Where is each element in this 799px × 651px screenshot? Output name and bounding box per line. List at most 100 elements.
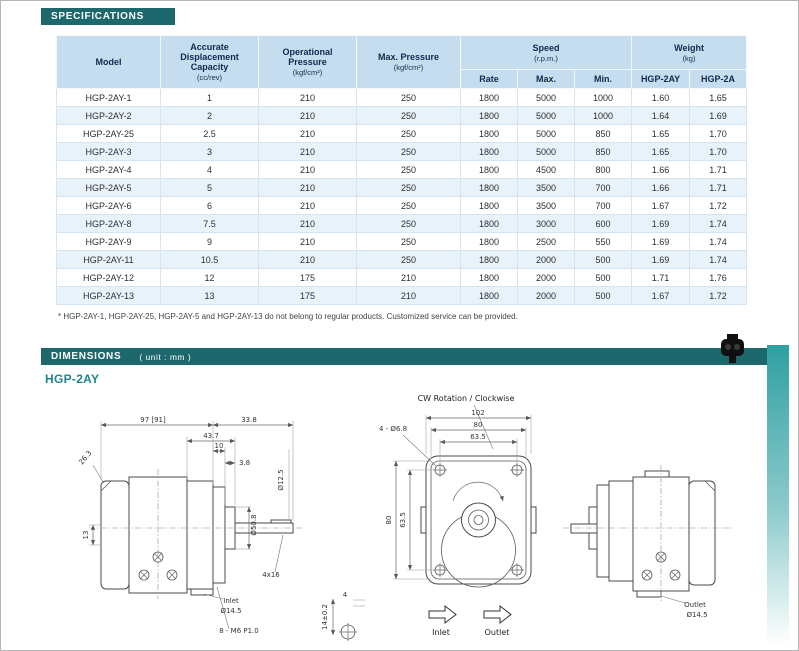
col-header-speed-min: Min.: [573, 69, 633, 89]
value-cell: 500: [573, 250, 633, 269]
value-cell: 700: [573, 178, 633, 197]
value-cell: 1800: [460, 142, 518, 161]
front-view-drawing: CW Rotation / Clockwise: [321, 394, 537, 641]
model-cell: HGP-2AY-12: [56, 268, 161, 287]
value-cell: 250: [356, 88, 461, 107]
value-cell: 175: [258, 286, 357, 305]
col-header-speed-max: Max.: [517, 69, 575, 89]
value-cell: 250: [356, 160, 461, 179]
model-cell: HGP-2AY-4: [56, 160, 161, 179]
table-row: HGP-2AY-8 7.5 210 250 1800 3000 600 1.69 1.74: [56, 214, 748, 233]
value-cell: 210: [258, 142, 357, 161]
value-cell: 1.67: [631, 286, 691, 305]
col-header-weight-hgp2a: HGP-2A: [689, 69, 748, 89]
dim-13-label: 13: [82, 531, 90, 540]
value-cell: 1800: [460, 196, 518, 215]
value-cell: 10.5: [160, 250, 259, 269]
outlet-label: Outlet: [684, 601, 706, 609]
side-view-drawing: 97 [91] 33.8 43.7 10 3.8 26.3 13 Ø12.5 Ø…: [77, 416, 303, 635]
dimensions-banner: DIMENSIONS ( unit : mm ): [41, 348, 770, 365]
value-cell: 5000: [517, 88, 575, 107]
inlet-diameter-label: Ø14.5: [220, 607, 241, 615]
value-cell: 500: [573, 286, 633, 305]
table-row: HGP-2AY-12 12 175 210 1800 2000 500 1.71 1.76: [56, 268, 748, 287]
model-cell: HGP-2AY-5: [56, 178, 161, 197]
dim-14-label: 14±0.2: [321, 604, 329, 630]
header-unit: (kgf/cm²): [292, 68, 323, 77]
dim-63-5-left-label: 63.5: [399, 512, 407, 528]
shaft-diameter-label: Ø12.5: [277, 469, 285, 490]
value-cell: 1.71: [689, 178, 748, 197]
value-cell: 210: [258, 232, 357, 251]
value-cell: 2500: [517, 232, 575, 251]
value-cell: 1800: [460, 106, 518, 125]
value-cell: 12: [160, 268, 259, 287]
value-cell: 210: [258, 196, 357, 215]
dim-4-label: 4: [343, 591, 348, 599]
value-cell: 5000: [517, 124, 575, 143]
model-cell: HGP-2AY-9: [56, 232, 161, 251]
value-cell: 210: [356, 268, 461, 287]
col-header-weight: Weight (kg): [631, 35, 748, 70]
value-cell: 850: [573, 124, 633, 143]
value-cell: 1.76: [689, 268, 748, 287]
dim-63-5-top-label: 63.5: [470, 433, 486, 441]
value-cell: 1.74: [689, 214, 748, 233]
value-cell: 5: [160, 178, 259, 197]
bolt-marker: [641, 551, 681, 581]
value-cell: 1800: [460, 250, 518, 269]
bolt-marker: [138, 551, 178, 581]
header-label: Operational Pressure: [282, 47, 333, 67]
value-cell: 4500: [517, 160, 575, 179]
value-cell: 1800: [460, 160, 518, 179]
value-cell: 210: [356, 286, 461, 305]
mount-screws-label: 8 - M6 P1.0: [219, 627, 259, 635]
value-cell: 3: [160, 142, 259, 161]
dim-102-label: 102: [471, 409, 484, 417]
table-row: HGP-2AY-11 10.5 210 250 1800 2000 500 1.69 1.74: [56, 250, 748, 269]
value-cell: 210: [258, 250, 357, 269]
table-row: HGP-2AY-6 6 210 250 1800 3500 700 1.67 1.72: [56, 196, 748, 215]
value-cell: 1.69: [631, 250, 691, 269]
col-header-capacity: Accurate Displacement Capacity (cc/rev): [160, 35, 259, 89]
value-cell: 1.69: [631, 232, 691, 251]
value-cell: 550: [573, 232, 633, 251]
spec-table-body: HGP-2AY-1 1 210 250 1800 5000 1000 1.60 1.65 HGP-…: [56, 88, 748, 305]
col-header-max-pressure: Max. Pressure (kgf/cm²): [356, 35, 461, 89]
value-cell: 1.65: [631, 142, 691, 161]
header-label: Model: [95, 57, 122, 67]
col-header-speed: Speed (r.p.m.): [459, 35, 633, 70]
model-cell: HGP-2AY-2: [56, 106, 161, 125]
header-unit: (cc/rev): [197, 73, 222, 82]
value-cell: 3500: [517, 196, 575, 215]
value-cell: 1.69: [689, 106, 748, 125]
value-cell: 2.5: [160, 124, 259, 143]
model-cell: HGP-2AY-6: [56, 196, 161, 215]
table-row: HGP-2AY-9 9 210 250 1800 2500 550 1.69 1.74: [56, 232, 748, 251]
value-cell: 250: [356, 196, 461, 215]
value-cell: 6: [160, 196, 259, 215]
value-cell: 250: [356, 142, 461, 161]
value-cell: 1000: [573, 88, 633, 107]
value-cell: 3500: [517, 178, 575, 197]
value-cell: 1800: [460, 286, 518, 305]
dim-33-8-label: 33.8: [241, 416, 257, 424]
table-row: HGP-2AY-1 1 210 250 1800 5000 1000 1.60 1.65: [56, 88, 748, 107]
dimensions-unit-label: ( unit : mm ): [139, 351, 192, 362]
inlet-label: Inlet: [223, 597, 239, 605]
value-cell: 2000: [517, 250, 575, 269]
dim-97-label: 97 [91]: [140, 416, 166, 424]
value-cell: 500: [573, 268, 633, 287]
value-cell: 2000: [517, 268, 575, 287]
dim-43-7-label: 43.7: [203, 432, 219, 440]
dim-80-left-label: 80: [385, 516, 393, 525]
dimensions-title: DIMENSIONS: [51, 351, 122, 362]
value-cell: 1.71: [631, 268, 691, 287]
table-row: HGP-2AY-2 2 210 250 1800 5000 1000 1.64 1.69: [56, 106, 748, 125]
spec-table: Model Accurate Displacement Capacity (cc…: [56, 35, 748, 305]
table-row: HGP-2AY-4 4 210 250 1800 4500 800 1.66 1.71: [56, 160, 748, 179]
value-cell: 600: [573, 214, 633, 233]
table-row: HGP-2AY-3 3 210 250 1800 5000 850 1.65 1.70: [56, 142, 748, 161]
value-cell: 1.72: [689, 196, 748, 215]
